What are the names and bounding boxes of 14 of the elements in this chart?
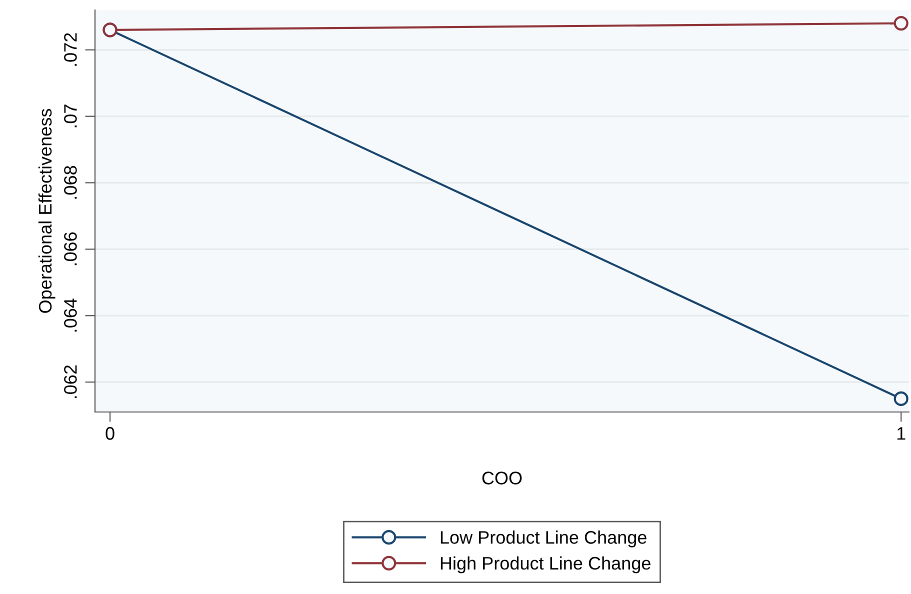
x-tick-label: 1 [897,427,906,440]
x-tick-label: 0 [106,427,114,440]
legend-label: Low Product Line Change [440,530,646,548]
x-axis-title: COO [482,472,522,484]
y-tick-label: .062 [64,365,77,398]
y-tick-label: .064 [64,298,77,332]
y-axis-title: Operational Effectiveness [38,108,56,313]
point [894,391,908,406]
legend-label: High Product Line Change [440,556,650,574]
y-tick-label: .068 [64,166,77,199]
point [894,16,908,31]
y-tick-label: .066 [64,232,77,266]
y-tick-label: .072 [64,33,77,66]
y-tick-label: .07 [64,104,77,128]
